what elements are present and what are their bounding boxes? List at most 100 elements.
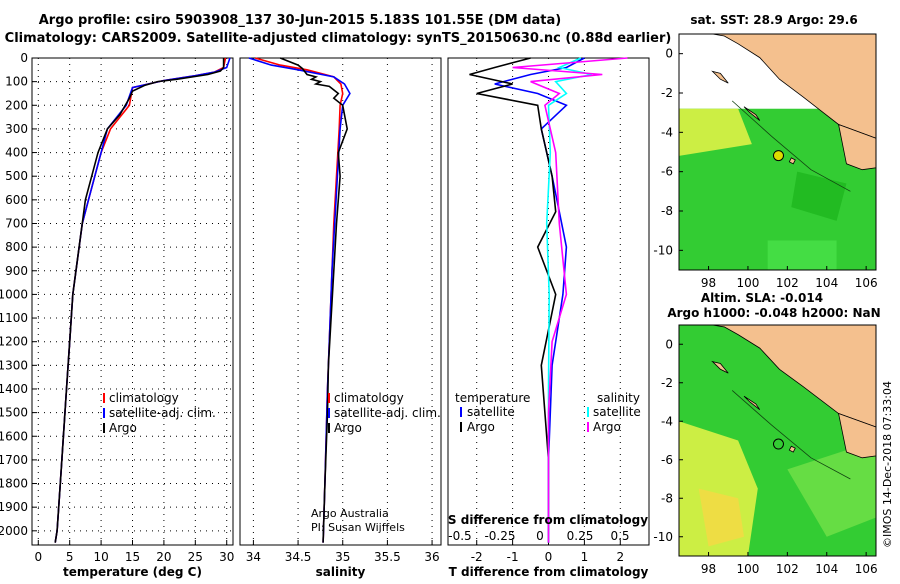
y-tick-label: 1900 (0, 500, 28, 514)
legend-entry: satellite (467, 405, 515, 419)
plot-frame (239, 57, 442, 546)
sla-map-title-2: Argo h1000: -0.048 h2000: NaN (667, 306, 880, 320)
map-y-tick-label: -8 (661, 204, 673, 218)
southern-sumatra-land (838, 412, 877, 459)
x-tick-label: 0 (34, 550, 42, 564)
map-x-tick-label: 100 (736, 562, 759, 576)
shelf-contour (731, 390, 851, 480)
island-enggano (788, 157, 796, 165)
secondary-x-tick-label: 0 (536, 529, 544, 543)
legend-entry: climatology (334, 391, 404, 405)
y-tick-label: 1700 (0, 453, 28, 467)
x-axis-label: T difference from climatology (449, 565, 649, 579)
y-tick-label: 200 (5, 98, 28, 112)
y-tick-label: 1200 (0, 335, 28, 349)
plot-frame (31, 57, 234, 546)
x-tick-label: 10 (93, 550, 108, 564)
y-tick-label: 1000 (0, 287, 28, 301)
series-line-argo (54, 58, 225, 543)
argo-float-marker (772, 150, 784, 162)
credit-line-2: PI: Susan Wijffels (311, 521, 405, 534)
x-tick-label: 2 (616, 550, 624, 564)
sst-map-panel: sat. SST: 28.9 Argo: 29.6 98 100 102 104 106 0… (653, 13, 877, 290)
legend-entry: satellite (593, 405, 641, 419)
legend-title-salinity: salinity (597, 391, 640, 405)
legend-entry: Argo (467, 420, 495, 434)
map-y-tick-label: -2 (661, 376, 673, 390)
x-axis-label: salinity (316, 565, 366, 579)
map-x-tick-label: 106 (855, 276, 878, 290)
legend-entry: satellite-adj. clim. (109, 406, 216, 420)
y-tick-label: 1400 (0, 382, 28, 396)
secondary-x-axis-label: S difference from climatology (448, 513, 648, 527)
island-pagai (743, 106, 761, 121)
map-x-tick-label: 102 (776, 276, 799, 290)
southern-sumatra-land (838, 123, 877, 171)
island-siberut (711, 360, 729, 374)
header-line-1: Argo profile: csiro 5903908_137 30-Jun-2… (39, 13, 561, 28)
secondary-x-tick-label: 0.25 (567, 529, 594, 543)
warm-sst-patch (679, 108, 752, 156)
map-y-tick-label: -6 (661, 453, 673, 467)
map-y-tick-label: 0 (665, 47, 673, 61)
secondary-x-tick-label: -0.5 (448, 529, 471, 543)
legend-entry: Argo (334, 421, 362, 435)
x-tick-label: 20 (156, 550, 171, 564)
y-tick-label: 500 (5, 169, 28, 183)
series-line-argo (279, 57, 349, 543)
x-tick-label: -1 (507, 550, 519, 564)
secondary-x-tick-label: -0.25 (484, 529, 515, 543)
x-tick-label: 30 (219, 550, 234, 564)
y-tick-label: 1100 (0, 311, 28, 325)
x-tick-label: 35 (335, 550, 350, 564)
high-sla-core (698, 488, 745, 547)
map-x-tick-label: 104 (815, 562, 838, 576)
ocean-patch (767, 240, 837, 270)
map-y-tick-label: -4 (661, 414, 673, 428)
island-enggano (788, 445, 796, 453)
y-tick-label: 700 (5, 216, 28, 230)
map-y-tick-label: 0 (665, 337, 673, 351)
map-y-tick-label: -8 (661, 491, 673, 505)
map-y-tick-label: -10 (653, 243, 673, 257)
legend-entry: climatology (109, 391, 179, 405)
temperature-panel: 0 5 10 15 20 25 300100200300400500600700800900… (0, 51, 234, 579)
legend-entry: Argo (593, 420, 621, 434)
x-tick-label: 15 (125, 550, 140, 564)
moderate-sla-patch (787, 440, 876, 537)
secondary-x-tick-label: 0.5 (610, 529, 629, 543)
y-tick-label: 900 (5, 264, 28, 278)
y-tick-label: 1300 (0, 358, 28, 372)
y-tick-label: 400 (5, 146, 28, 160)
map-y-tick-label: -10 (653, 530, 673, 544)
map-x-tick-label: 98 (701, 276, 716, 290)
island-pagai (743, 395, 761, 411)
y-tick-label: 1800 (0, 477, 28, 491)
series-line-salinity-argo (512, 57, 628, 543)
map-x-tick-label: 100 (736, 276, 759, 290)
x-tick-label: 25 (188, 550, 203, 564)
map-x-tick-label: 102 (776, 562, 799, 576)
map-frame (678, 33, 877, 271)
cool-sst-patch (791, 171, 847, 221)
series-line-temperature-argo (469, 57, 557, 543)
y-tick-label: 2000 (0, 524, 28, 538)
x-tick-label: 34.5 (285, 550, 312, 564)
map-y-tick-label: -4 (661, 125, 673, 139)
y-tick-label: 600 (5, 193, 28, 207)
island-siberut (711, 70, 729, 84)
x-tick-label: -2 (471, 550, 483, 564)
argo-float-marker (772, 438, 784, 450)
map-frame (678, 324, 877, 557)
x-axis-label: temperature (deg C) (63, 565, 202, 579)
x-tick-label: 35.5 (374, 550, 401, 564)
map-x-tick-label: 106 (855, 562, 878, 576)
x-tick-label: 0 (545, 550, 553, 564)
x-tick-label: 1 (581, 550, 589, 564)
map-x-tick-label: 104 (815, 276, 838, 290)
x-tick-label: 34 (246, 550, 261, 564)
imos-watermark: ©IMOS 14-Dec-2018 07:33:04 (881, 381, 894, 548)
